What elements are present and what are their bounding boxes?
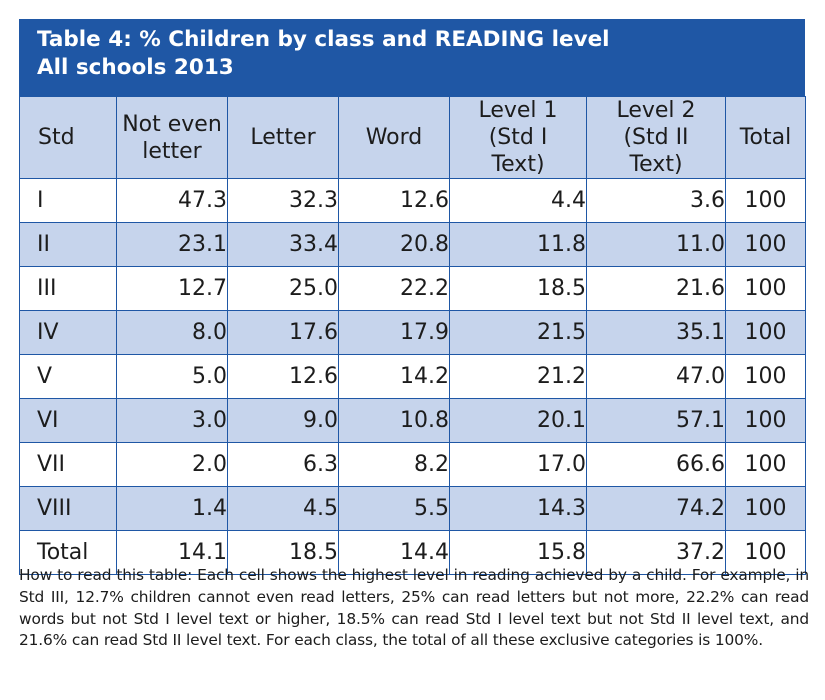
value-cell: 100 <box>725 486 806 531</box>
table-title-line1: Table 4: % Children by class and READING… <box>37 27 610 52</box>
value-cell: 20.1 <box>449 398 587 443</box>
value-cell: 32.3 <box>227 178 339 223</box>
value-cell: 35.1 <box>586 310 726 355</box>
table-row: Total 14.1 18.5 14.4 15.8 37.2 100 <box>19 530 806 575</box>
value-cell: 3.6 <box>586 178 726 223</box>
std-cell: VIII <box>19 486 117 531</box>
value-cell: 8.0 <box>116 310 228 355</box>
value-cell: 9.0 <box>227 398 339 443</box>
value-cell: 14.2 <box>338 354 450 399</box>
how-to-read-note: How to read this table: Each cell shows … <box>19 566 809 650</box>
value-cell: 18.5 <box>227 530 339 575</box>
value-cell: 21.6 <box>586 266 726 311</box>
std-cell: Total <box>19 530 117 575</box>
value-cell: 21.5 <box>449 310 587 355</box>
value-cell: 47.0 <box>586 354 726 399</box>
table-header-row: Std Not even letter Letter Word Level 1 … <box>19 96 806 179</box>
value-cell: 12.7 <box>116 266 228 311</box>
value-cell: 8.2 <box>338 442 450 487</box>
table-row: IV 8.0 17.6 17.9 21.5 35.1 100 <box>19 310 806 355</box>
value-cell: 100 <box>725 266 806 311</box>
value-cell: 37.2 <box>586 530 726 575</box>
table-row: I 47.3 32.3 12.6 4.4 3.6 100 <box>19 178 806 223</box>
value-cell: 4.5 <box>227 486 339 531</box>
value-cell: 23.1 <box>116 222 228 267</box>
value-cell: 5.0 <box>116 354 228 399</box>
column-header-letter: Letter <box>227 96 339 179</box>
value-cell: 100 <box>725 178 806 223</box>
value-cell: 14.4 <box>338 530 450 575</box>
table-row: VIII 1.4 4.5 5.5 14.3 74.2 100 <box>19 486 806 531</box>
std-cell: VI <box>19 398 117 443</box>
value-cell: 5.5 <box>338 486 450 531</box>
column-header-std: Std <box>19 96 117 179</box>
value-cell: 18.5 <box>449 266 587 311</box>
value-cell: 3.0 <box>116 398 228 443</box>
value-cell: 12.6 <box>227 354 339 399</box>
column-header-total: Total <box>725 96 806 179</box>
value-cell: 4.4 <box>449 178 587 223</box>
value-cell: 57.1 <box>586 398 726 443</box>
std-cell: III <box>19 266 117 311</box>
table-body: I 47.3 32.3 12.6 4.4 3.6 100 II 23.1 33.4 20.8 11.8… <box>19 178 806 575</box>
std-cell: V <box>19 354 117 399</box>
value-cell: 11.0 <box>586 222 726 267</box>
value-cell: 14.1 <box>116 530 228 575</box>
value-cell: 11.8 <box>449 222 587 267</box>
std-cell: IV <box>19 310 117 355</box>
column-header-not-even-letter: Not even letter <box>116 96 228 179</box>
value-cell: 22.2 <box>338 266 450 311</box>
value-cell: 25.0 <box>227 266 339 311</box>
reading-level-table: Std Not even letter Letter Word Level 1 … <box>19 96 806 575</box>
std-cell: I <box>19 178 117 223</box>
column-header-word: Word <box>338 96 450 179</box>
value-cell: 2.0 <box>116 442 228 487</box>
value-cell: 74.2 <box>586 486 726 531</box>
table-row: II 23.1 33.4 20.8 11.8 11.0 100 <box>19 222 806 267</box>
column-header-level-1-label: Level 1 (Std I Text) <box>478 98 558 177</box>
value-cell: 100 <box>725 354 806 399</box>
table-row: V 5.0 12.6 14.2 21.2 47.0 100 <box>19 354 806 399</box>
std-cell: II <box>19 222 117 267</box>
value-cell: 100 <box>725 222 806 267</box>
value-cell: 10.8 <box>338 398 450 443</box>
table-row: VI 3.0 9.0 10.8 20.1 57.1 100 <box>19 398 806 443</box>
value-cell: 6.3 <box>227 442 339 487</box>
value-cell: 100 <box>725 398 806 443</box>
value-cell: 21.2 <box>449 354 587 399</box>
table-title-line2: All schools 2013 <box>37 55 234 80</box>
table-title: Table 4: % Children by class and READING… <box>19 19 805 96</box>
value-cell: 66.6 <box>586 442 726 487</box>
column-header-level-2: Level 2 (Std II Text) <box>586 96 726 179</box>
value-cell: 100 <box>725 442 806 487</box>
value-cell: 17.6 <box>227 310 339 355</box>
column-header-level-1: Level 1 (Std I Text) <box>449 96 587 179</box>
value-cell: 20.8 <box>338 222 450 267</box>
column-header-level-2-label: Level 2 (Std II Text) <box>616 98 696 177</box>
table-row: III 12.7 25.0 22.2 18.5 21.6 100 <box>19 266 806 311</box>
value-cell: 33.4 <box>227 222 339 267</box>
table-row: VII 2.0 6.3 8.2 17.0 66.6 100 <box>19 442 806 487</box>
value-cell: 47.3 <box>116 178 228 223</box>
value-cell: 14.3 <box>449 486 587 531</box>
std-cell: VII <box>19 442 117 487</box>
column-header-not-even-letter-label: Not even letter <box>122 111 222 164</box>
value-cell: 100 <box>725 530 806 575</box>
value-cell: 100 <box>725 310 806 355</box>
value-cell: 17.9 <box>338 310 450 355</box>
value-cell: 17.0 <box>449 442 587 487</box>
value-cell: 15.8 <box>449 530 587 575</box>
value-cell: 12.6 <box>338 178 450 223</box>
value-cell: 1.4 <box>116 486 228 531</box>
